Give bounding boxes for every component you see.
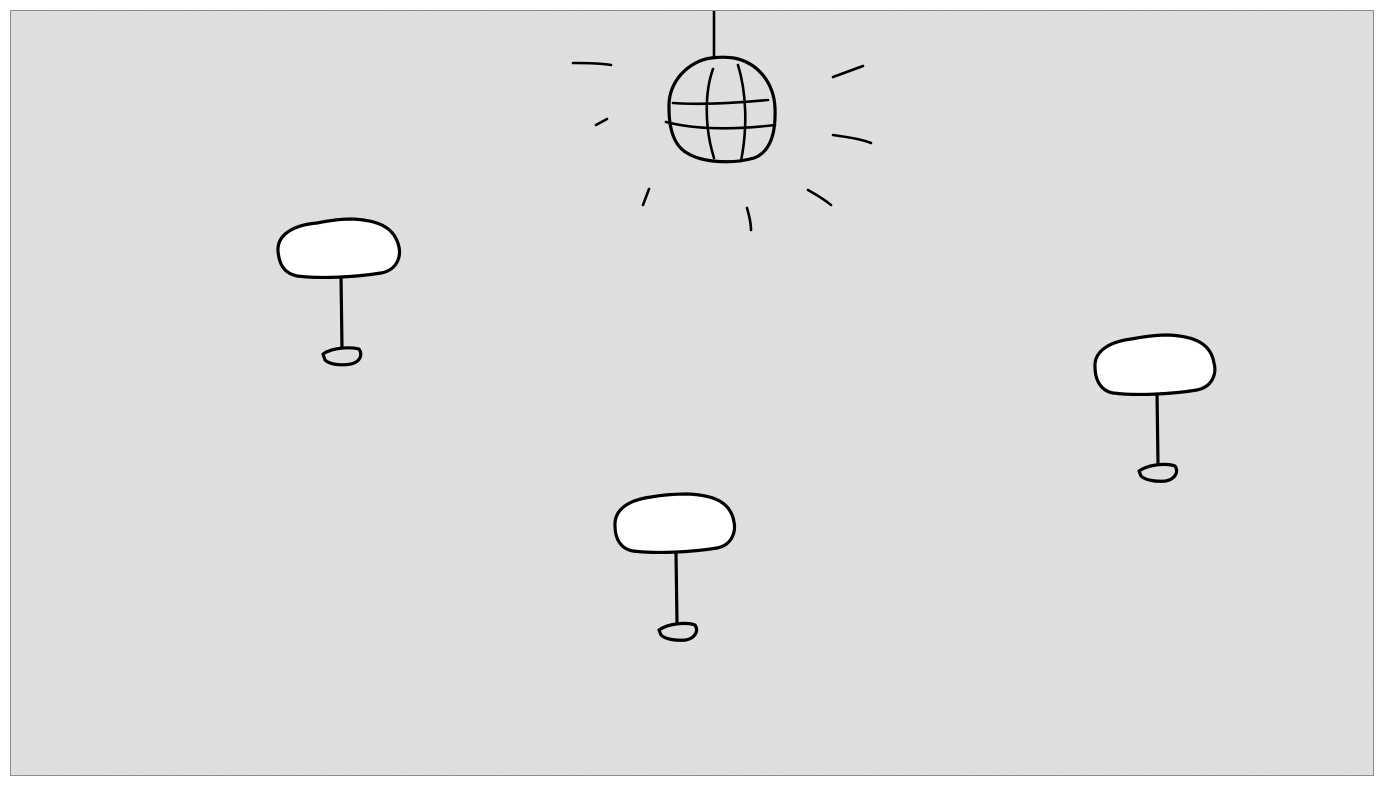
sparkle-ray <box>806 188 833 207</box>
table-right-pole <box>1155 390 1160 466</box>
disco-ball-grid-h1 <box>671 98 770 106</box>
sparkle-ray <box>831 133 873 145</box>
sparkle-ray <box>571 61 613 67</box>
table-center-top <box>613 492 737 555</box>
sparkle-ray <box>641 187 651 207</box>
disco-ball-grid-v1 <box>705 67 716 160</box>
table-right-foot <box>1137 462 1179 483</box>
disco-ball-grid-h2 <box>664 120 777 130</box>
table-right-top <box>1093 333 1217 397</box>
table-left-foot <box>321 346 363 367</box>
table-left-top <box>276 217 402 280</box>
table-center[interactable] <box>613 492 737 642</box>
sparkle-ray <box>594 117 609 127</box>
disco-ball-grid-v2 <box>736 63 747 163</box>
disco-ball-body <box>667 55 777 164</box>
table-center-pole <box>674 550 679 625</box>
sparkle-ray <box>831 64 865 79</box>
table-left[interactable] <box>276 217 402 367</box>
game-frame <box>10 10 1374 776</box>
table-right[interactable] <box>1093 333 1217 483</box>
disco-ball[interactable] <box>571 11 873 232</box>
sparkle-ray <box>745 206 753 232</box>
game-scene <box>11 11 1373 775</box>
table-left-pole <box>339 273 344 350</box>
table-center-foot <box>657 621 699 642</box>
